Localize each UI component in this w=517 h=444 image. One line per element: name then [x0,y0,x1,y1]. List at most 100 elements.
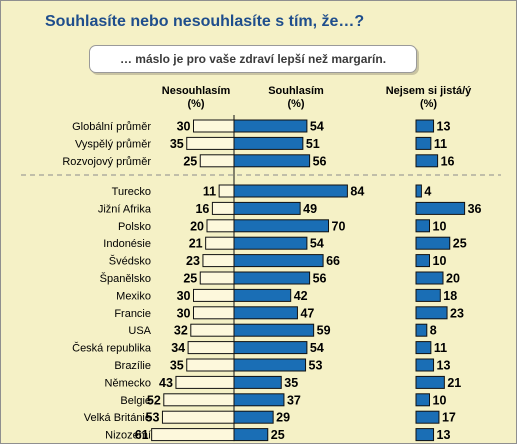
unsure-value: 36 [468,202,482,216]
header-unsure: Nejsem si jistá/ý (%) [371,85,486,111]
category-label: Belgie [120,395,151,407]
disagree-bar [199,271,235,285]
agree-value: 35 [284,376,298,390]
header-disagree-unit: (%) [187,98,205,110]
category-label: Švédsko [109,255,151,268]
unsure-value: 18 [443,289,457,303]
unsure-bar [415,119,435,133]
disagree-bar [186,358,235,372]
unsure-value: 10 [433,393,447,407]
category-label: Francie [114,308,151,320]
header-agree: Souhlasím (%) [256,85,336,111]
unsure-value: 13 [437,120,451,134]
unsure-value: 4 [424,185,431,199]
unsure-value: 10 [433,219,447,233]
disagree-bar [161,410,235,424]
category-label: Španělsko [100,272,151,285]
category-label: Vyspělý průměr [75,138,151,150]
question-box: … máslo je pro vaše zdraví lepší než mar… [89,45,417,73]
disagree-value: 35 [170,359,184,373]
unsure-bar [415,323,428,337]
disagree-bar [211,201,235,215]
header-agree-label: Souhlasím [268,85,324,97]
unsure-value: 20 [446,272,460,286]
disagree-value: 16 [195,202,209,216]
disagree-value: 21 [189,237,203,251]
agree-bar [233,358,307,372]
agree-value: 54 [310,120,324,134]
unsure-bar [415,410,440,424]
header-disagree-label: Nesouhlasím [161,85,231,97]
unsure-bar [415,136,432,150]
disagree-value: 25 [183,272,197,286]
unsure-value: 10 [433,254,447,268]
disagree-value: 34 [171,341,185,355]
agree-value: 70 [332,219,346,233]
disagree-bar [163,393,235,407]
disagree-bar [175,375,235,389]
agree-value: 47 [300,306,314,320]
header-disagree: Nesouhlasím (%) [151,85,241,111]
disagree-bar [193,306,235,320]
disagree-value: 30 [177,306,191,320]
category-label: USA [128,325,151,337]
unsure-bar [415,236,451,250]
unsure-value: 8 [430,324,437,338]
unsure-bar [415,306,448,320]
disagree-value: 11 [203,185,216,199]
disagree-value: 43 [159,376,173,390]
unsure-bar [415,219,430,233]
disagree-bar [199,154,235,168]
unsure-value: 21 [447,376,461,390]
category-label: Turecko [112,186,151,198]
disagree-value: 25 [183,154,197,168]
agree-value: 49 [303,202,317,216]
agree-bar [233,393,285,407]
agree-bar [233,119,308,133]
agree-bar [233,236,308,250]
disagree-value: 30 [177,120,191,134]
agree-value: 37 [287,393,301,407]
agree-bar [233,375,282,389]
disagree-value: 53 [146,411,160,425]
category-label: Mexiko [116,290,151,302]
category-label: Nizozemí [105,430,151,442]
agree-bar [233,288,292,302]
unsure-bar [415,358,435,372]
category-label: Indonésie [103,238,151,250]
disagree-bar [193,288,235,302]
unsure-value: 25 [453,237,467,251]
unsure-value: 16 [441,154,455,168]
unsure-value: 11 [434,137,447,151]
agree-bar [233,271,311,285]
disagree-value: 23 [186,254,200,268]
disagree-bar [193,119,235,133]
agree-value: 25 [271,428,285,442]
unsure-value: 23 [450,306,464,320]
unsure-bar [415,393,430,407]
unsure-bar [415,154,439,168]
unsure-bar [415,341,432,355]
chart-title: Souhlasíte nebo nesouhlasíte s tím, že…? [45,13,365,30]
category-label: Česká republika [72,342,152,355]
unsure-bar [415,271,444,285]
agree-value: 53 [309,359,323,373]
header-agree-unit: (%) [287,98,305,110]
unsure-bar [415,428,435,442]
agree-value: 56 [313,272,327,286]
agree-bar [233,306,298,320]
disagree-bar [205,236,235,250]
agree-bar [233,323,315,337]
disagree-value: 30 [177,289,191,303]
disagree-value: 35 [170,137,184,151]
agree-value: 54 [310,341,324,355]
unsure-value: 13 [437,428,451,442]
unsure-bar [415,184,422,198]
agree-bar [233,219,329,233]
disagree-bar [218,184,235,198]
disagree-bar [187,341,235,355]
disagree-value: 61 [135,428,149,442]
disagree-value: 20 [190,219,204,233]
agree-bar [233,341,308,355]
agree-bar [233,154,311,168]
